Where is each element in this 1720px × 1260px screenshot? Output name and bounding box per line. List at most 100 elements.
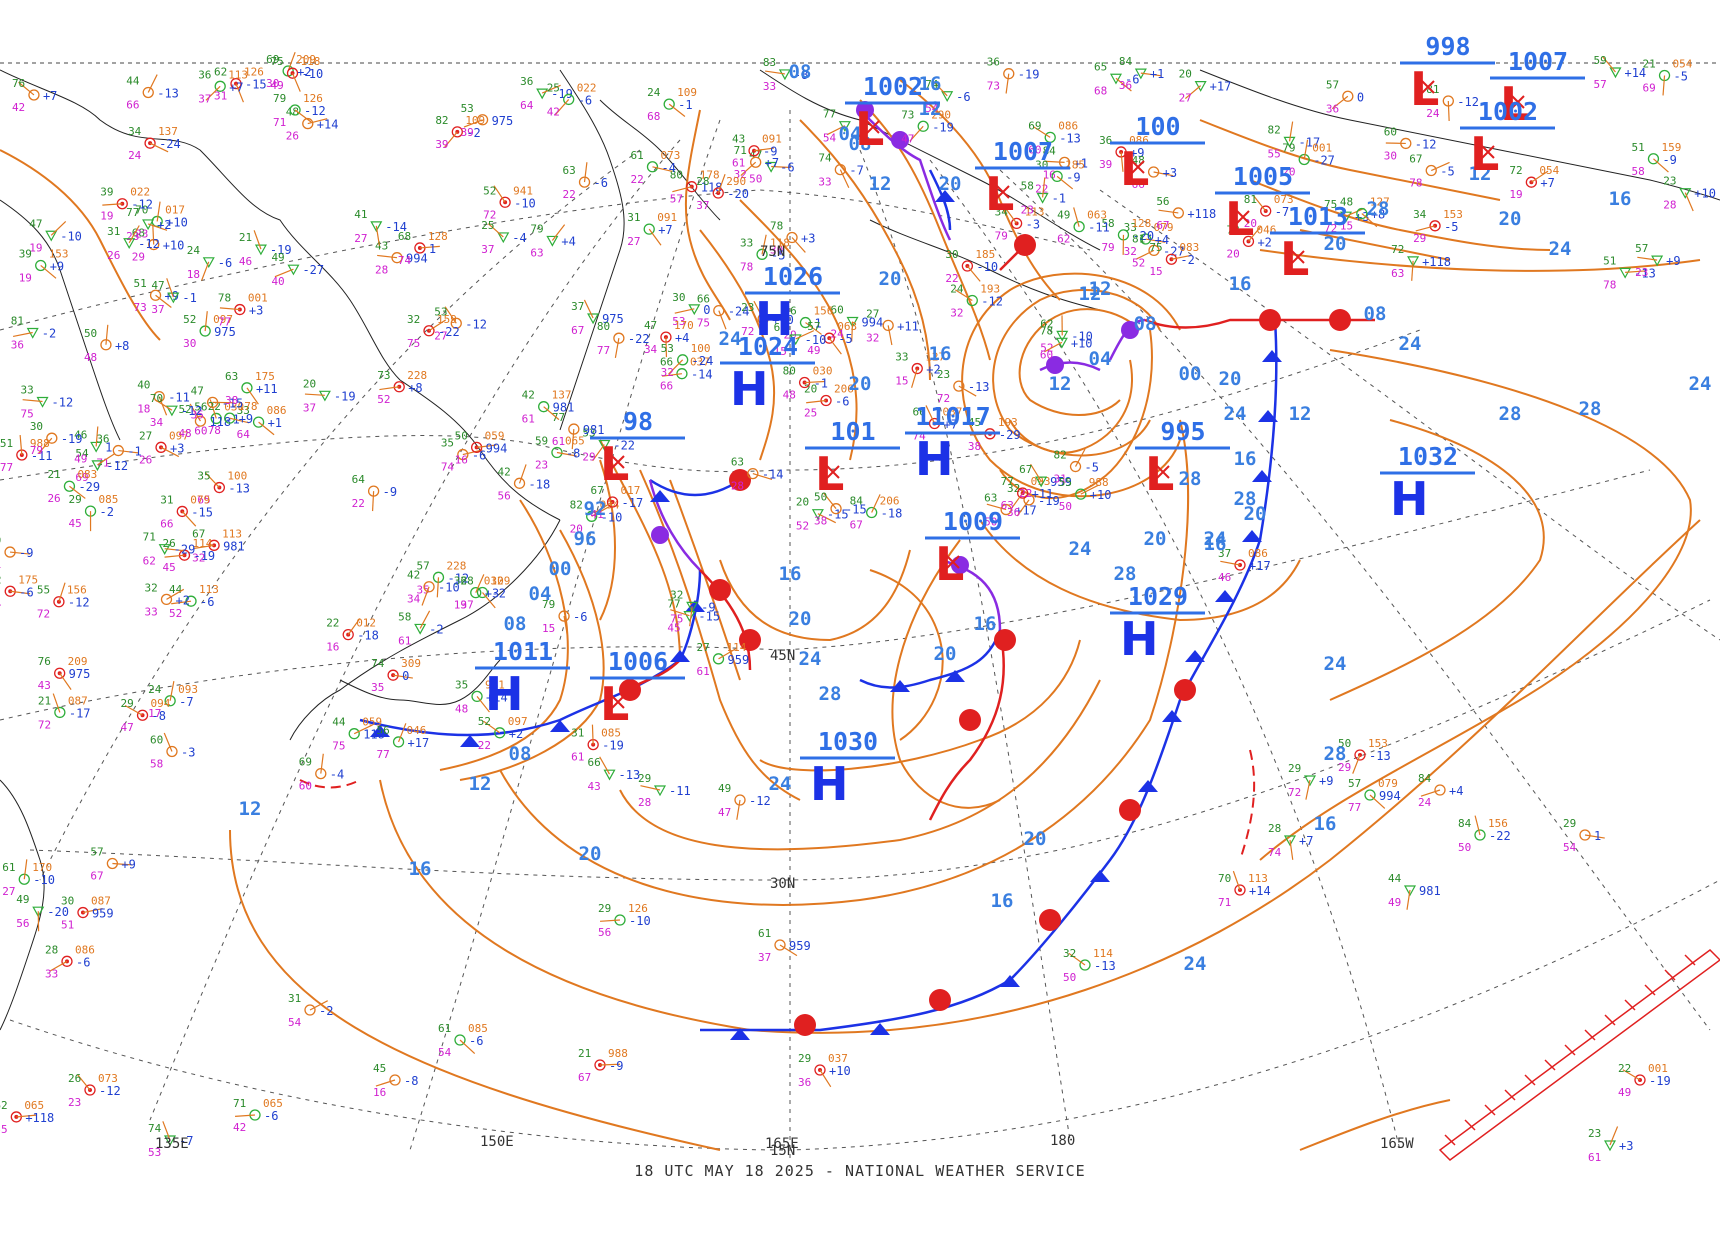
station-temp: 49 [1057,209,1070,222]
station-pressure: 083 [1179,241,1199,254]
station-tendency: -24 [159,137,181,151]
station-temp: 74 [925,78,939,91]
station-triangle [1651,255,1664,267]
warm-front-1009 [928,629,1005,821]
station-dewpoint: 53 [148,1146,161,1159]
isobar-label: 08 [849,133,872,155]
isobar-04-north [684,109,731,321]
isobar-label: 08 [1134,313,1157,335]
station-tendency: +10 [829,1064,851,1078]
station-temp: 47 [151,279,164,292]
station-tendency: -6 [594,176,608,190]
station-dewpoint: 62 [1057,233,1070,246]
wind-barb [482,592,496,609]
station-temp: 66 [697,293,710,306]
station-temp: 36 [987,56,1000,69]
station-tendency: -6 [76,955,90,969]
station-tendency: -3 [854,120,868,134]
wind-barb [839,169,850,188]
station-pressure: 126 [628,902,648,915]
pressure-value-label: 998 [1425,32,1470,61]
station-temp: 53 [661,342,674,355]
wind-barb [483,720,501,734]
station-dewpoint: 22 [945,272,958,285]
station-temp: 62 [214,66,227,79]
isobar-label: 00 [549,558,572,580]
wind-barb [1420,789,1441,797]
coast-asia-mainland [0,69,561,521]
station-temp: 34 [995,205,1009,218]
station-circle [1429,220,1441,232]
station-circle [750,156,762,168]
lon-label: 150E [480,1134,514,1150]
station-temp: 74 [371,657,385,670]
station-tendency: -2 [42,327,56,341]
station-tendency: +7 [1299,834,1313,848]
station-temp: 62 [0,1099,8,1112]
station-dewpoint: 54 [1563,841,1577,854]
station-dewpoint: 42 [233,1121,246,1134]
wind-barb [181,511,197,527]
station-tendency: -6 [469,1034,483,1048]
station-temp: 62 [1040,317,1053,330]
low-center-x [1421,80,1435,94]
station-pressure: 114 [1093,947,1113,960]
station-temp: 61 [438,1022,451,1035]
station-dewpoint: 20 [570,522,583,535]
station-circle [1364,789,1376,801]
wind-barb [1115,77,1132,92]
coast-alaska-gulf [1199,69,1720,201]
station-pressure: 113 [1025,205,1045,218]
station-tendency: +3 [249,304,263,318]
station-dewpoint: 46 [239,255,252,268]
station-tendency: -29 [174,543,196,557]
station-dewpoint: 55 [1268,147,1281,160]
station-dewpoint: 49 [271,79,284,92]
wind-barb [118,449,139,454]
station-triangle [1283,136,1296,148]
station-pressure: 128 [428,230,448,243]
lon-label: 165W [1380,1136,1414,1152]
station-temp: 34 [128,125,142,138]
station-tendency: +118 [1187,207,1216,221]
wind-barb [23,859,28,880]
station-circle [142,86,154,99]
isobar-label: 20 [1219,368,1242,390]
low-1006-12: 1006L [590,647,685,731]
wind-barb [102,203,123,206]
station-pressure: 065 [263,1097,283,1110]
station-temp: 57 [416,559,429,572]
station-tendency: -1 [182,291,196,305]
station-dewpoint: 29 [1338,761,1351,774]
station-temp: 57 [1348,777,1361,790]
station-circle [677,354,689,366]
wind-barb [804,380,825,384]
station-temp: 20 [804,383,817,396]
isobar-low-ring-2 [1009,359,1133,454]
station-temp: 82 [1054,449,1067,462]
station-circle [966,294,978,307]
station-circle [748,145,760,157]
system-letter: H [810,757,849,811]
wind-barb [1252,194,1267,212]
wind-barb [1288,121,1294,142]
wind-barb [1030,463,1042,482]
station-tendency: -18 [881,507,903,521]
station-pressure: 113 [228,68,248,81]
